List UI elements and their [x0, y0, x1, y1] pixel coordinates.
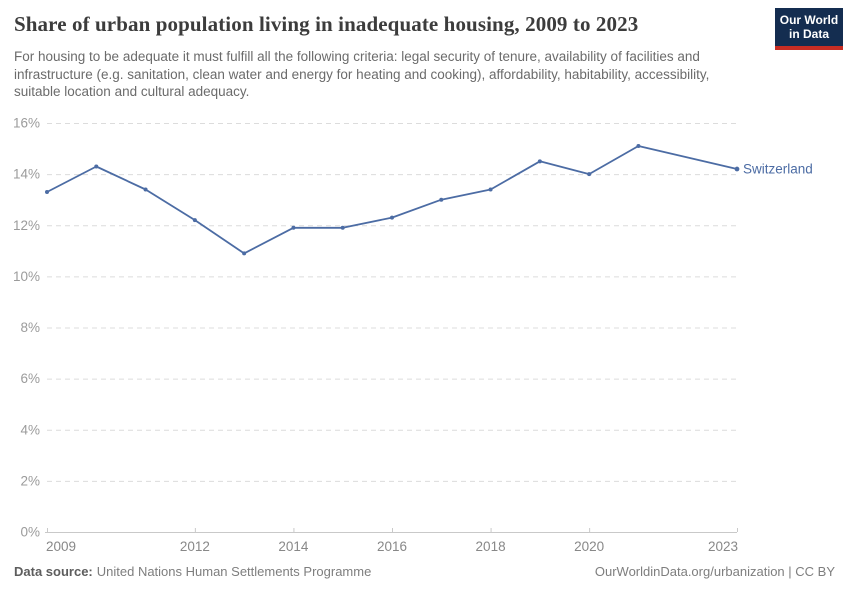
data-point-2012[interactable]: [192, 218, 197, 223]
series-end-label[interactable]: Switzerland: [743, 162, 813, 177]
y-axis-tick-label: 6%: [20, 371, 40, 386]
owid-url-link[interactable]: OurWorldinData.org/urbanization | CC BY: [594, 564, 835, 579]
data-point-2011[interactable]: [143, 187, 148, 192]
data-source: Data source: United Nations Human Settlem…: [14, 564, 371, 579]
y-axis-tick-label: 0%: [20, 525, 40, 540]
data-point-2010[interactable]: [94, 164, 99, 169]
data-point-2021[interactable]: [636, 144, 641, 149]
x-axis-tick-label: 2009: [46, 539, 76, 554]
data-point-2016[interactable]: [390, 215, 394, 220]
y-axis-tick-label: 16%: [13, 116, 40, 131]
y-axis-tick-label: 12%: [13, 218, 40, 233]
y-axis-tick-label: 4%: [20, 422, 40, 437]
data-point-2019[interactable]: [537, 159, 542, 164]
x-axis-tick-label: 2020: [574, 539, 604, 554]
series-line-switzerland[interactable]: [46, 145, 738, 255]
data-point-2009[interactable]: [45, 190, 49, 195]
chart-footer: Data source: United Nations Human Settlem…: [14, 564, 835, 579]
y-axis-tick-label: 10%: [13, 269, 40, 284]
owid-logo-line2: in Data: [788, 27, 829, 41]
x-axis-tick-label: 2014: [278, 539, 309, 554]
x-axis-tick-label: 2018: [476, 539, 506, 554]
chart-subtitle: For housing to be adequate it must fulfi…: [14, 49, 710, 99]
data-source-label: Data source:: [14, 564, 93, 579]
owid-logo[interactable]: Our World in Data: [775, 8, 843, 50]
x-axis-tick-label: 2012: [180, 539, 210, 554]
data-point-2015[interactable]: [340, 225, 345, 230]
data-point-2013[interactable]: [242, 251, 247, 256]
data-source-value: United Nations Human Settlements Program…: [96, 564, 372, 579]
y-axis-tick-label: 14%: [13, 167, 40, 182]
data-point-2018[interactable]: [488, 187, 493, 192]
data-point-2017[interactable]: [439, 197, 444, 202]
data-point-2023[interactable]: [734, 166, 740, 172]
data-point-2020[interactable]: [587, 172, 592, 177]
owid-logo-line1: Our World: [779, 13, 839, 27]
data-point-2014[interactable]: [291, 225, 296, 230]
x-axis-tick-label: 2023: [708, 539, 738, 554]
y-axis-tick-label: 8%: [20, 320, 40, 335]
chart-svg[interactable]: 0% 2% 4% 6% 8% 10% 12% 14% 16% 2009 2012 2014 2016 20…: [0, 105, 850, 565]
chart-title: Share of urban population living in inad…: [14, 12, 639, 36]
x-axis-tick-label: 2016: [377, 539, 407, 554]
y-axis-tick-label: 2%: [20, 473, 40, 488]
